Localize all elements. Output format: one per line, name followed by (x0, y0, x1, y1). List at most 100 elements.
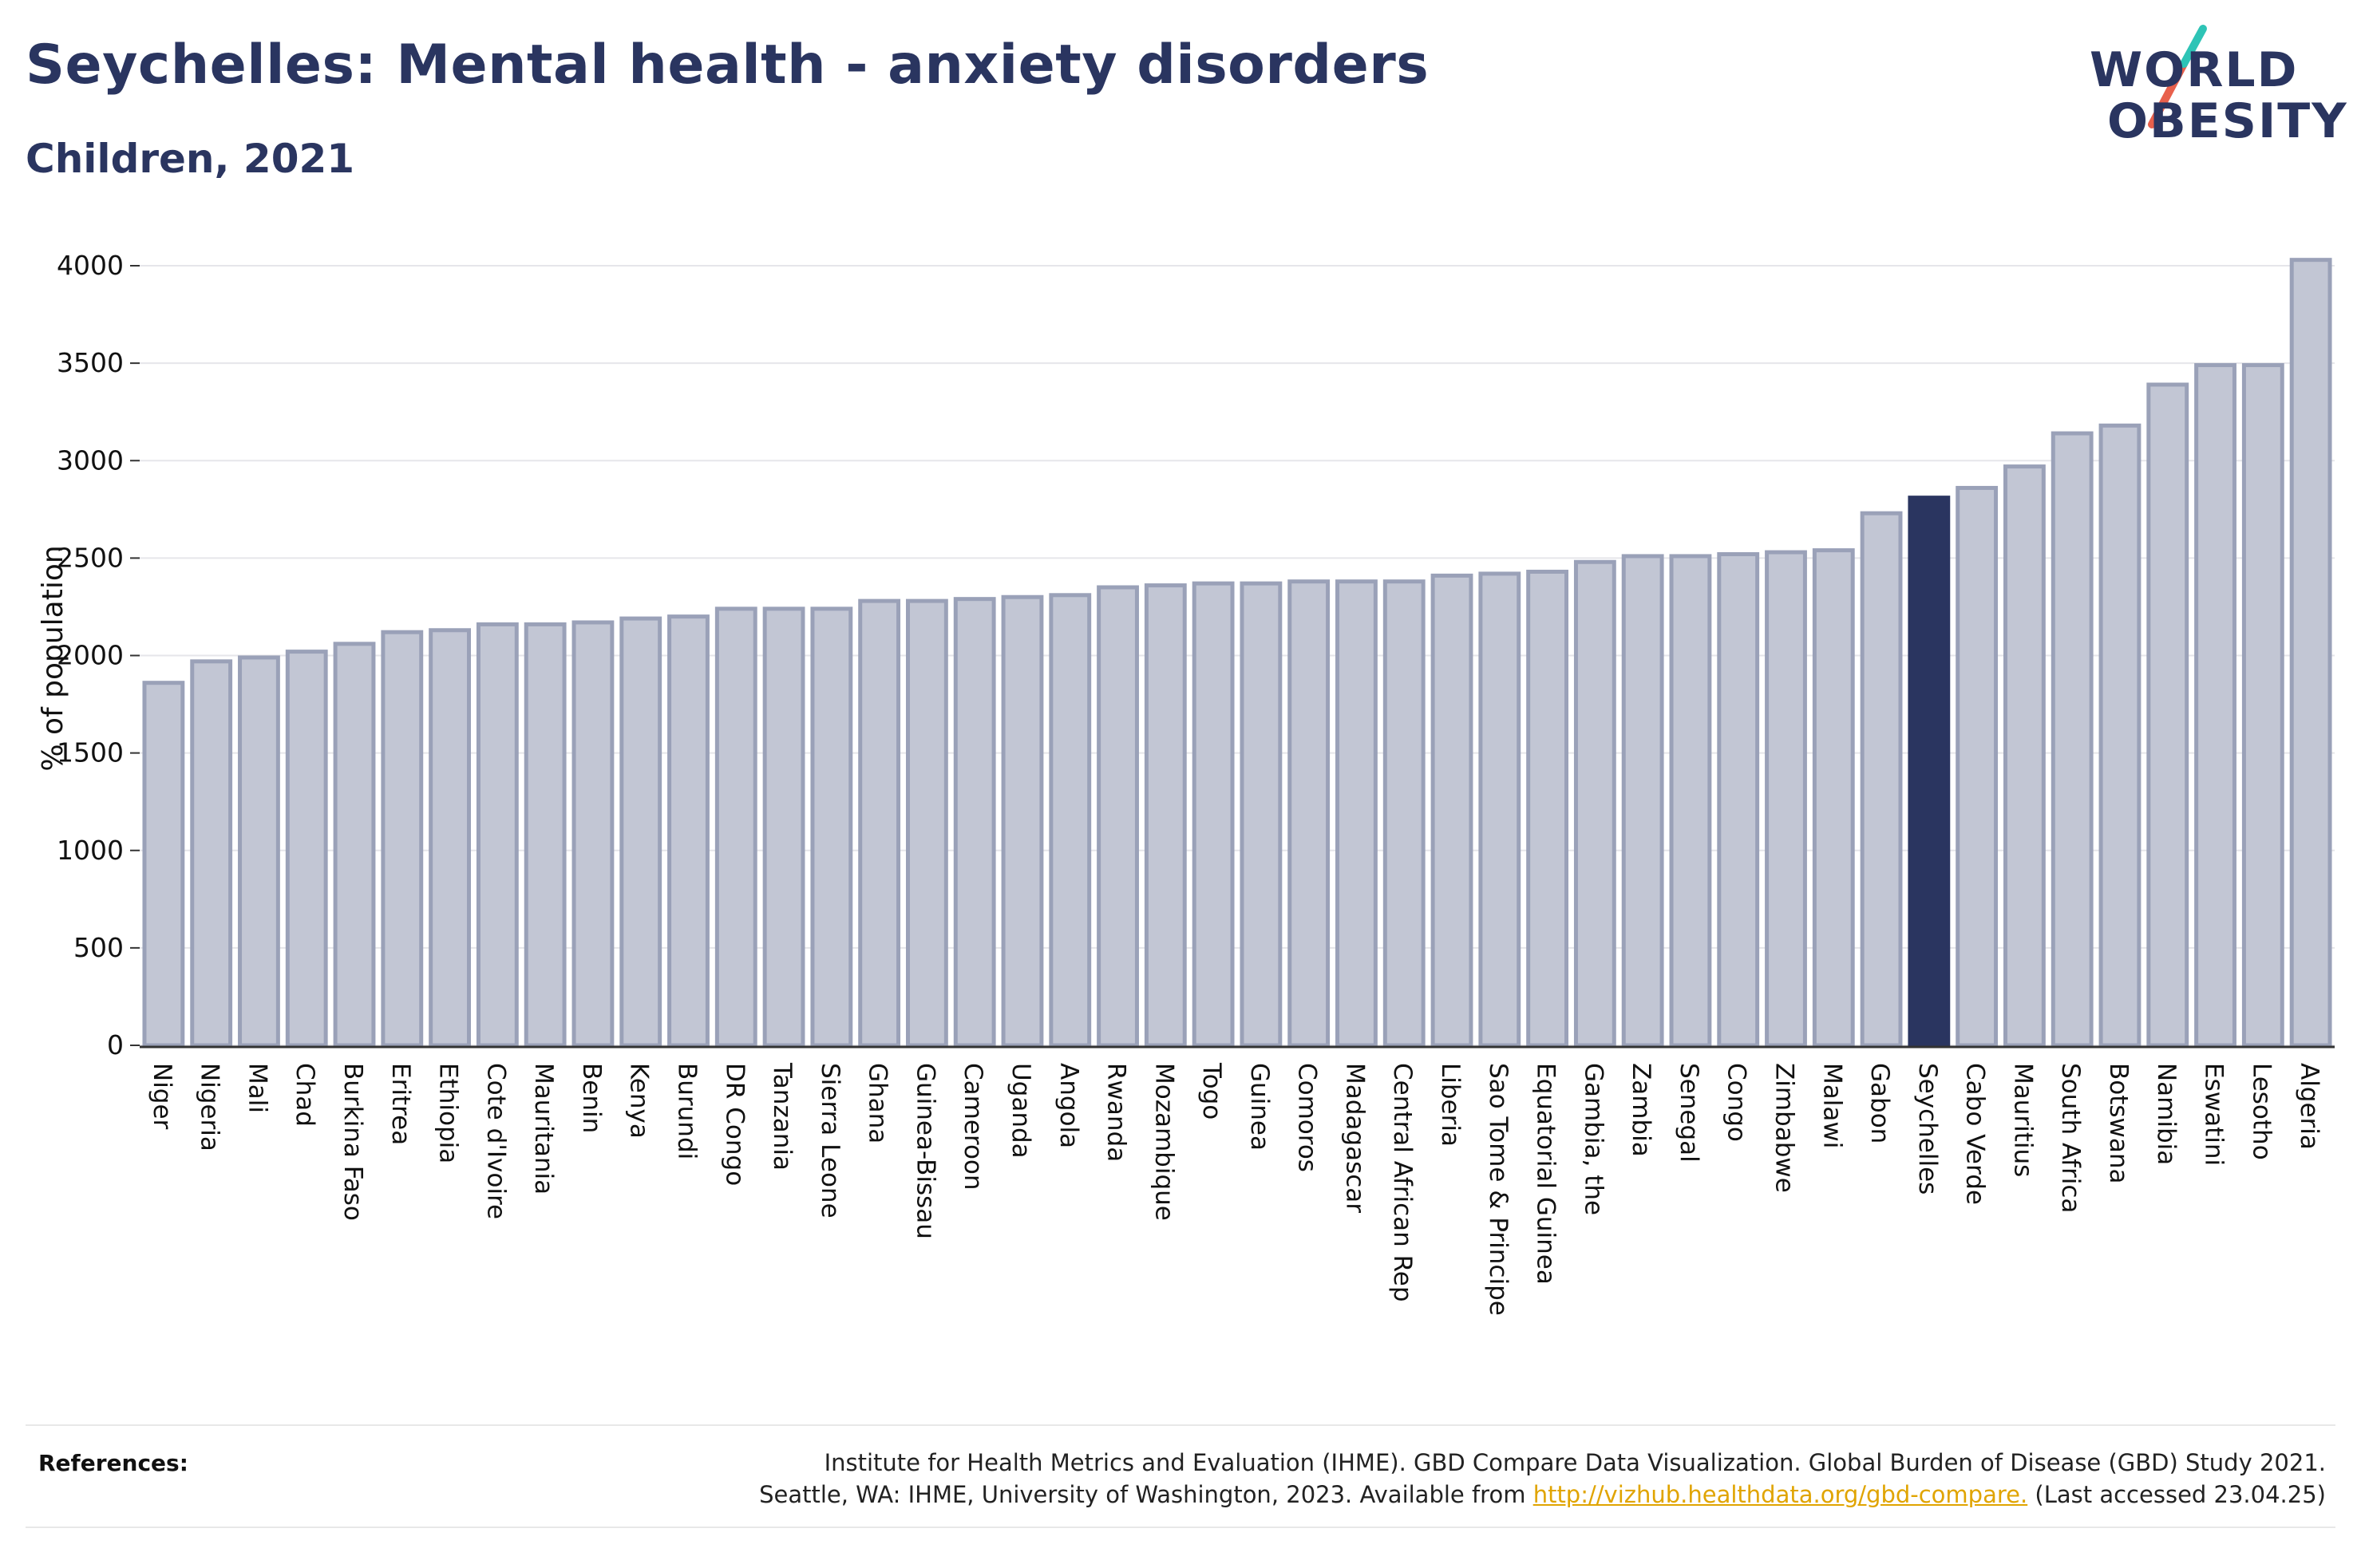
x-tick-label: Ethiopia (434, 1063, 463, 1163)
bar-ghana (858, 598, 901, 1048)
bar-benin (571, 620, 615, 1048)
bar-dr-congo (714, 606, 757, 1048)
bar-nigeria (190, 659, 233, 1048)
bar-niger (142, 681, 185, 1048)
x-tick-label: Central African Rep (1388, 1063, 1417, 1302)
x-tick-label: Liberia (1436, 1063, 1465, 1147)
bar-madagascar (1335, 579, 1378, 1048)
bar-mauritius (2003, 464, 2046, 1048)
x-tick-label: Sao Tome & Principe (1484, 1063, 1513, 1316)
x-tick-label: Cameroon (959, 1063, 987, 1191)
x-tick-label: Burkina Faso (338, 1063, 367, 1221)
x-tick-label: Chad (291, 1063, 319, 1127)
x-tick-label: Benin (577, 1063, 606, 1133)
bar-botswana (2098, 423, 2142, 1048)
bar-rwanda (1097, 585, 1139, 1048)
bar-eswatini (2194, 363, 2236, 1048)
bar-cabo-verde (1956, 485, 1999, 1048)
references-line-2-suffix: (Last accessed 23.04.25) (2027, 1481, 2326, 1508)
x-tick-label: Angola (1054, 1063, 1083, 1148)
x-tick-label: Togo (1197, 1062, 1226, 1120)
x-tick-label: Eritrea (386, 1063, 415, 1145)
y-tick-label: 4000 (57, 250, 124, 281)
x-tick-label: Namibia (2152, 1063, 2181, 1165)
x-tick-label: Kenya (625, 1063, 654, 1139)
y-tick-label: 500 (73, 932, 124, 963)
bar-chart: Niger Nigeria Mali Chad Burkina Faso Eritrea E… (37, 250, 2335, 1316)
x-tick-label: Malawi (1817, 1063, 1846, 1148)
references-label: References: (38, 1450, 188, 1476)
x-tick-label: Gabon (1865, 1063, 1894, 1143)
bar-lesotho (2241, 363, 2284, 1048)
bar-liberia (1430, 573, 1473, 1048)
x-axis-labels: Niger Nigeria Mali Chad Burkina Faso Eritrea E… (148, 1062, 2323, 1316)
x-tick-label: Mali (243, 1063, 271, 1113)
bar-burkina-faso (333, 642, 376, 1048)
bar-cameroon (953, 597, 996, 1048)
bar-zambia (1621, 554, 1664, 1048)
x-tick-label: Congo (1722, 1063, 1751, 1142)
bar-south-africa (2051, 431, 2094, 1048)
x-tick-label: Uganda (1006, 1063, 1035, 1159)
bar-togo (1192, 581, 1235, 1048)
x-tick-label: Nigeria (196, 1063, 224, 1151)
bar-eritrea (381, 630, 424, 1048)
references-text: Institute for Health Metrics and Evaluat… (759, 1447, 2326, 1511)
references-panel: References: Institute for Health Metrics… (26, 1424, 2335, 1528)
y-axis-title: % of population (37, 545, 69, 771)
x-tick-label: Lesotho (2247, 1063, 2276, 1160)
x-tick-label: Comoros (1293, 1063, 1322, 1172)
x-tick-label: Senegal (1675, 1063, 1703, 1163)
bar-mauritania (524, 622, 567, 1048)
world-obesity-logo: WORLD OBESITY (2075, 22, 2347, 174)
x-tick-label: Rwanda (1102, 1063, 1131, 1162)
bar-kenya (619, 616, 662, 1048)
x-tick-label: Burundi (673, 1063, 702, 1159)
x-tick-label: Equatorial Guinea (1532, 1063, 1560, 1285)
logo-slash-icon (2148, 25, 2207, 128)
x-tick-label: Botswana (2104, 1063, 2133, 1184)
bar-namibia (2146, 382, 2189, 1048)
x-tick-label: Mauritania (529, 1063, 558, 1195)
bar-sao-tome-principe (1478, 571, 1521, 1048)
bar-algeria (2289, 258, 2332, 1048)
bar-ethiopia (429, 628, 471, 1048)
references-link[interactable]: http://vizhub.healthdata.org/gbd-compare… (1532, 1481, 2028, 1508)
y-tick-label: 1500 (57, 737, 124, 768)
x-tick-label: Gambia, the (1579, 1063, 1608, 1215)
x-tick-label: Algeria (2295, 1063, 2323, 1150)
logo-text-obesity: OBESITY (2107, 93, 2348, 149)
bar-mozambique (1144, 583, 1187, 1048)
x-tick-label: Madagascar (1340, 1063, 1369, 1213)
bar-equatorial-guinea (1526, 569, 1569, 1048)
chart-title: Seychelles: Mental health - anxiety diso… (26, 34, 1430, 97)
x-tick-label: Guinea-Bissau (911, 1063, 939, 1239)
references-line-1: Institute for Health Metrics and Evaluat… (824, 1449, 2326, 1476)
bar-zimbabwe (1765, 550, 1807, 1048)
x-tick-label: Zimbabwe (1770, 1063, 1799, 1193)
x-tick-label: Cabo Verde (1961, 1063, 1990, 1205)
bar-senegal (1669, 554, 1712, 1048)
x-tick-label: Seychelles (1913, 1063, 1942, 1195)
bar-guinea (1240, 581, 1283, 1048)
x-tick-label: Sierra Leone (816, 1063, 844, 1218)
bar-congo (1717, 551, 1760, 1048)
bar-chad (285, 650, 328, 1048)
x-tick-label: Guinea (1245, 1063, 1274, 1151)
bar-gabon (1860, 511, 1903, 1048)
x-tick-label: Zambia (1627, 1063, 1655, 1157)
y-tick-label: 2500 (57, 542, 124, 573)
bars (142, 258, 2332, 1048)
bar-central-african-rep (1382, 579, 1426, 1048)
x-tick-label: Tanzania (768, 1062, 797, 1171)
x-tick-label: DR Congo (720, 1063, 749, 1186)
references-line-2-prefix: Seattle, WA: IHME, University of Washing… (759, 1481, 1533, 1508)
bar-sierra-leone (810, 606, 853, 1048)
y-tick-label: 0 (107, 1029, 124, 1060)
bar-gambia-the (1573, 559, 1616, 1048)
bar-uganda (1001, 594, 1044, 1048)
x-tick-label: Ghana (864, 1063, 892, 1143)
y-axis-labels: 0 500 1000 1500 2000 2500 3000 3500 4000 (57, 250, 124, 1060)
y-tick-label: 1000 (57, 835, 124, 866)
bar-seychelles (1908, 496, 1951, 1048)
